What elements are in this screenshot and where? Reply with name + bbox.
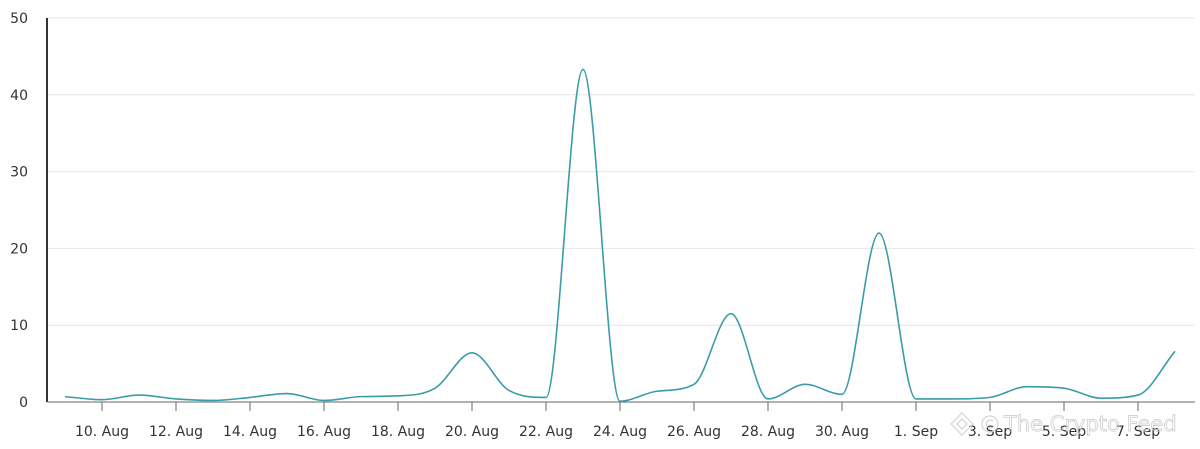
y-tick-label: 40	[10, 88, 28, 104]
x-tick-label: 7. Sep	[1116, 424, 1160, 440]
watermark: The Crypto Feed	[950, 412, 1177, 436]
x-tick-label: 30. Aug	[815, 424, 869, 440]
watermark-text: The Crypto Feed	[1003, 412, 1177, 436]
x-tick-label: 28. Aug	[741, 424, 795, 440]
x-tick-label: 14. Aug	[223, 424, 277, 440]
x-tick-label: 16. Aug	[297, 424, 351, 440]
y-tick-label: 0	[19, 395, 28, 411]
y-axis-ticks: 0 10 20 30 40 50	[10, 11, 28, 411]
x-tick-label: 12. Aug	[149, 424, 203, 440]
grid-lines	[47, 17, 1195, 326]
x-tick-label: 24. Aug	[593, 424, 647, 440]
x-tick-label: 10. Aug	[75, 424, 129, 440]
watermark-copyright-icon	[981, 415, 999, 433]
y-tick-label: 10	[10, 318, 28, 334]
y-tick-label: 30	[10, 165, 28, 181]
x-axis-ticks: 10. Aug 12. Aug 14. Aug 16. Aug 18. Aug 20. A…	[75, 402, 1160, 440]
x-tick-label: 1. Sep	[894, 424, 938, 440]
x-tick-label: 5. Sep	[1042, 424, 1086, 440]
x-tick-label: 18. Aug	[371, 424, 425, 440]
data-points	[64, 69, 1176, 402]
y-tick-label: 50	[10, 11, 28, 27]
y-tick-label: 20	[10, 241, 28, 257]
x-tick-label: 26. Aug	[667, 424, 721, 440]
series-line	[64, 68, 1176, 403]
x-tick-label: 20. Aug	[445, 424, 499, 440]
watermark-logo-icon	[950, 412, 974, 436]
x-tick-label: 22. Aug	[519, 424, 573, 440]
